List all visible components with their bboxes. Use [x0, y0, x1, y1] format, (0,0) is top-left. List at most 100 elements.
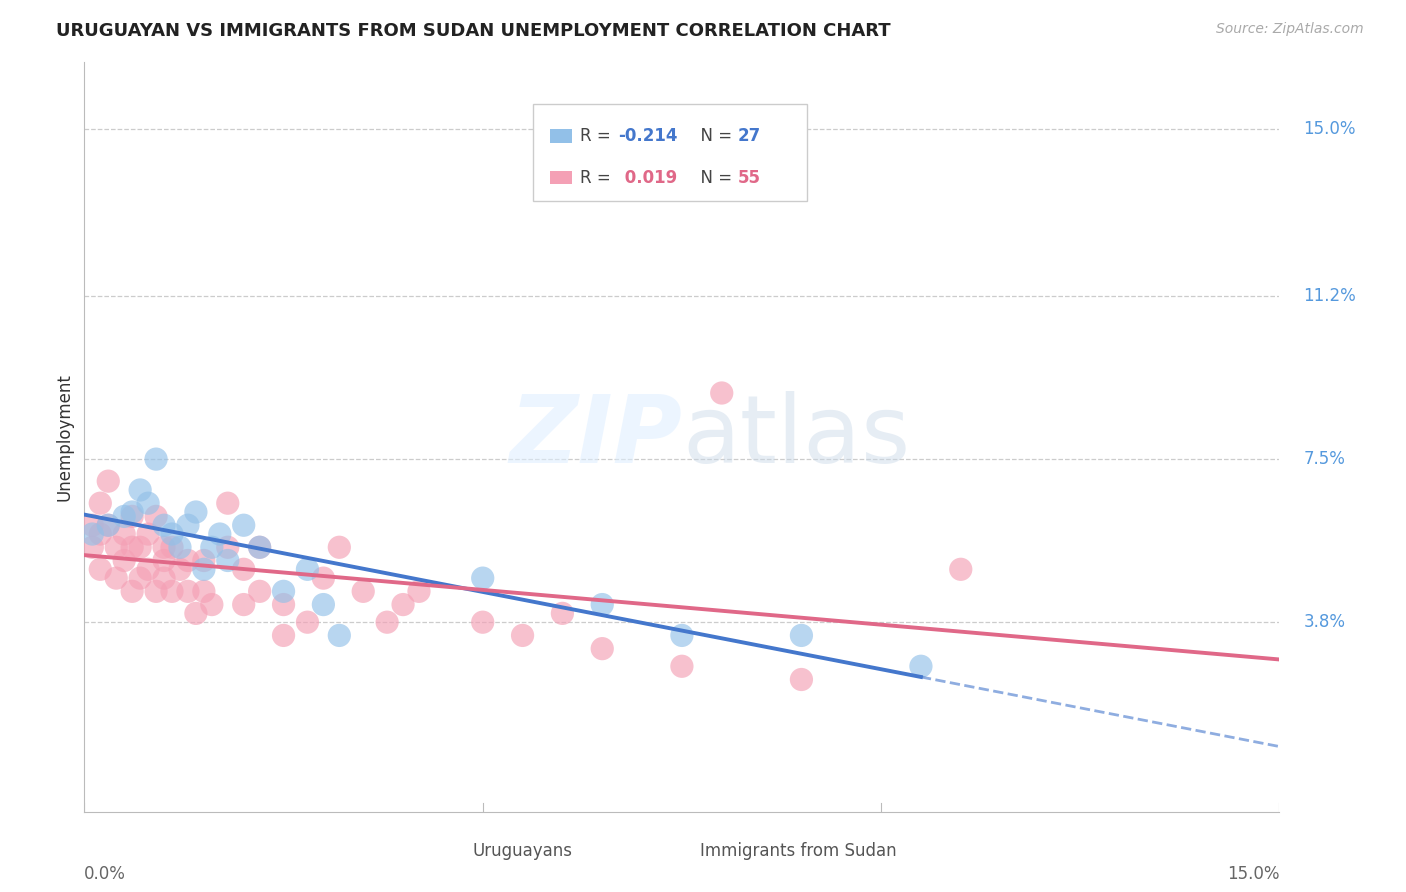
Point [82, 518, 104, 533]
Point [160, 541, 183, 555]
Text: N =: N = [690, 128, 738, 145]
Point [112, 509, 135, 524]
Point [392, 598, 415, 612]
Point [193, 553, 215, 567]
Point [136, 496, 159, 510]
Text: URUGUAYAN VS IMMIGRANTS FROM SUDAN UNEMPLOYMENT CORRELATION CHART: URUGUAYAN VS IMMIGRANTS FROM SUDAN UNEMP… [56, 22, 891, 40]
Text: 7.5%: 7.5% [1303, 450, 1346, 468]
Point [153, 518, 176, 533]
Point [97, 474, 120, 488]
Point [375, 615, 398, 630]
Point [121, 541, 143, 555]
Point [512, 628, 534, 642]
Point [105, 541, 128, 555]
Point [145, 509, 167, 524]
Point [312, 598, 335, 612]
Point [471, 571, 494, 585]
Text: Source: ZipAtlas.com: Source: ZipAtlas.com [1216, 22, 1364, 37]
Point [121, 505, 143, 519]
Text: 27: 27 [738, 128, 761, 145]
Point [217, 496, 239, 510]
Text: -0.214: -0.214 [619, 128, 678, 145]
Point [273, 584, 295, 599]
Point [232, 598, 254, 612]
Point [232, 518, 254, 533]
Point [232, 562, 254, 576]
Point [249, 584, 271, 599]
Point [169, 562, 191, 576]
Text: 11.2%: 11.2% [1303, 287, 1357, 305]
Point [153, 553, 176, 567]
Point [82, 527, 104, 541]
Point [129, 541, 152, 555]
Point [591, 598, 613, 612]
Point [105, 571, 128, 585]
FancyBboxPatch shape [437, 842, 463, 859]
Text: 55: 55 [738, 169, 761, 186]
Point [193, 584, 215, 599]
Point [112, 553, 135, 567]
Point [177, 584, 200, 599]
Point [177, 518, 200, 533]
Point [184, 505, 207, 519]
Point [136, 562, 159, 576]
Point [249, 541, 271, 555]
Point [193, 562, 215, 576]
Point [177, 553, 200, 567]
FancyBboxPatch shape [551, 170, 572, 185]
Text: Uruguayans: Uruguayans [472, 842, 572, 860]
Point [201, 541, 224, 555]
Point [328, 541, 350, 555]
Point [112, 527, 135, 541]
Text: 0.019: 0.019 [619, 169, 676, 186]
Point [160, 527, 183, 541]
Point [121, 509, 143, 524]
Text: R =: R = [581, 128, 616, 145]
Point [312, 571, 335, 585]
Point [710, 386, 733, 401]
Point [328, 628, 350, 642]
Y-axis label: Unemployment: Unemployment [55, 373, 73, 501]
Point [249, 541, 271, 555]
Point [129, 483, 152, 497]
Point [297, 562, 319, 576]
Point [97, 518, 120, 533]
Point [949, 562, 972, 576]
FancyBboxPatch shape [533, 103, 807, 201]
Point [145, 452, 167, 467]
Point [790, 628, 813, 642]
Point [121, 584, 143, 599]
Point [671, 659, 693, 673]
Point [273, 628, 295, 642]
Point [208, 527, 231, 541]
Text: ZIP: ZIP [509, 391, 682, 483]
Point [89, 496, 111, 510]
Point [273, 598, 295, 612]
Point [201, 598, 224, 612]
Point [217, 541, 239, 555]
Point [145, 584, 167, 599]
Point [169, 541, 191, 555]
Point [82, 541, 104, 555]
Text: 0.0%: 0.0% [84, 864, 127, 882]
Point [129, 571, 152, 585]
Point [184, 607, 207, 621]
Point [89, 527, 111, 541]
Point [671, 628, 693, 642]
Text: 15.0%: 15.0% [1303, 120, 1355, 137]
Point [217, 553, 239, 567]
Point [153, 541, 176, 555]
Point [160, 584, 183, 599]
Point [790, 673, 813, 687]
Point [153, 571, 176, 585]
FancyBboxPatch shape [551, 129, 572, 143]
Point [551, 607, 574, 621]
Point [89, 562, 111, 576]
Text: Immigrants from Sudan: Immigrants from Sudan [700, 842, 897, 860]
Text: N =: N = [690, 169, 738, 186]
Point [97, 518, 120, 533]
Point [352, 584, 374, 599]
Point [136, 527, 159, 541]
Point [471, 615, 494, 630]
Text: 3.8%: 3.8% [1303, 613, 1346, 632]
